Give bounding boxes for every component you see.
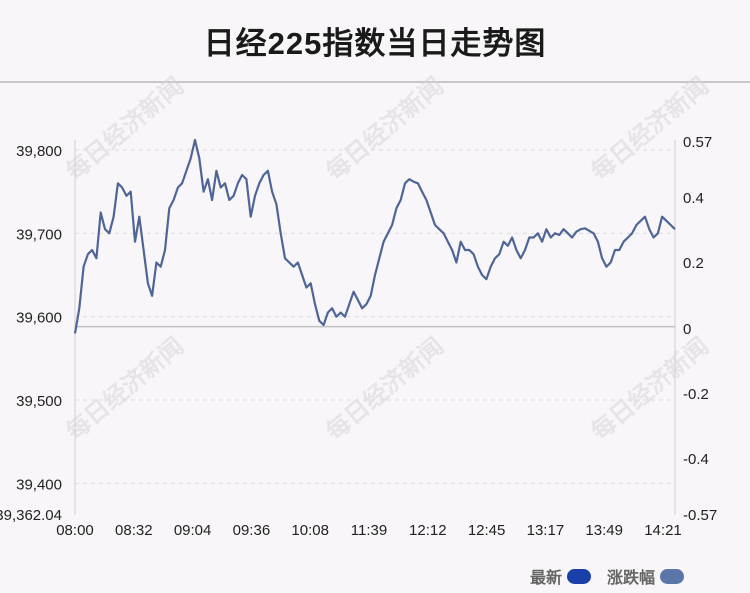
watermark-0: 每日经济新闻 bbox=[60, 71, 189, 186]
y-left-tick-2: 39,600 bbox=[16, 310, 62, 327]
watermark-2: 每日经济新闻 bbox=[585, 71, 714, 186]
y-right-tick-3: 0 bbox=[683, 321, 691, 338]
x-tick-7: 12:45 bbox=[468, 522, 506, 539]
y-left-tick-min: 39,362.04 bbox=[0, 507, 62, 524]
x-tick-9: 13:49 bbox=[585, 522, 623, 539]
x-tick-5: 11:39 bbox=[351, 522, 387, 539]
y-right-tick-4: -0.2 bbox=[683, 386, 709, 403]
legend-item-latest[interactable]: 最新 bbox=[530, 564, 591, 588]
x-tick-3: 09:36 bbox=[233, 522, 271, 539]
chart-title: 日经225指数当日走势图 bbox=[203, 26, 547, 61]
legend: 最新 涨跌幅 bbox=[514, 564, 684, 588]
title-divider bbox=[0, 81, 750, 83]
watermark-4: 每日经济新闻 bbox=[320, 331, 449, 446]
legend-item-change[interactable]: 涨跌幅 bbox=[607, 564, 684, 588]
y-left-tick-0: 39,800 bbox=[16, 143, 62, 160]
y-right-tick-2: 0.2 bbox=[683, 255, 704, 272]
y-left-tick-4: 39,400 bbox=[16, 476, 62, 493]
watermark-3: 每日经济新闻 bbox=[60, 331, 189, 446]
legend-swatch-change bbox=[660, 568, 684, 584]
series-line bbox=[73, 138, 676, 334]
legend-label-change: 涨跌幅 bbox=[606, 570, 655, 587]
watermark-1: 每日经济新闻 bbox=[320, 71, 449, 186]
legend-label-latest: 最新 bbox=[529, 570, 562, 587]
x-tick-0: 08:00 bbox=[56, 522, 94, 539]
legend-swatch-latest bbox=[566, 568, 591, 584]
y-right-tick-6: -0.57 bbox=[683, 507, 717, 524]
x-tick-2: 09:04 bbox=[174, 522, 212, 539]
y-left-tick-3: 39,500 bbox=[16, 393, 62, 410]
x-tick-10: 14:21 bbox=[644, 522, 682, 539]
y-left-tick-1: 39,700 bbox=[16, 226, 62, 243]
x-tick-4: 10:08 bbox=[291, 522, 329, 539]
y-right-tick-1: 0.4 bbox=[683, 190, 704, 207]
y-right-tick-5: -0.4 bbox=[683, 451, 709, 468]
x-tick-8: 13:17 bbox=[527, 522, 565, 539]
x-tick-6: 12:12 bbox=[409, 522, 447, 539]
x-tick-1: 08:32 bbox=[115, 522, 153, 539]
y-right-tick-0: 0.57 bbox=[683, 134, 712, 151]
